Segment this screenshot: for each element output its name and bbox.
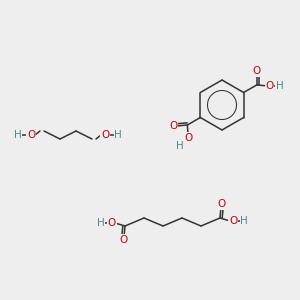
Text: H: H — [176, 141, 184, 151]
Text: O: O — [27, 130, 35, 140]
Text: H: H — [240, 216, 248, 226]
Text: H: H — [114, 130, 122, 140]
Text: O: O — [120, 235, 128, 245]
Text: H: H — [276, 81, 283, 91]
Text: O: O — [253, 66, 261, 76]
Text: O: O — [184, 133, 193, 143]
Text: O: O — [217, 199, 225, 209]
Text: O: O — [101, 130, 109, 140]
Text: O: O — [108, 218, 116, 228]
Text: O: O — [169, 121, 178, 131]
Text: H: H — [97, 218, 105, 228]
Text: O: O — [229, 216, 237, 226]
Text: H: H — [14, 130, 22, 140]
Text: O: O — [266, 81, 274, 91]
